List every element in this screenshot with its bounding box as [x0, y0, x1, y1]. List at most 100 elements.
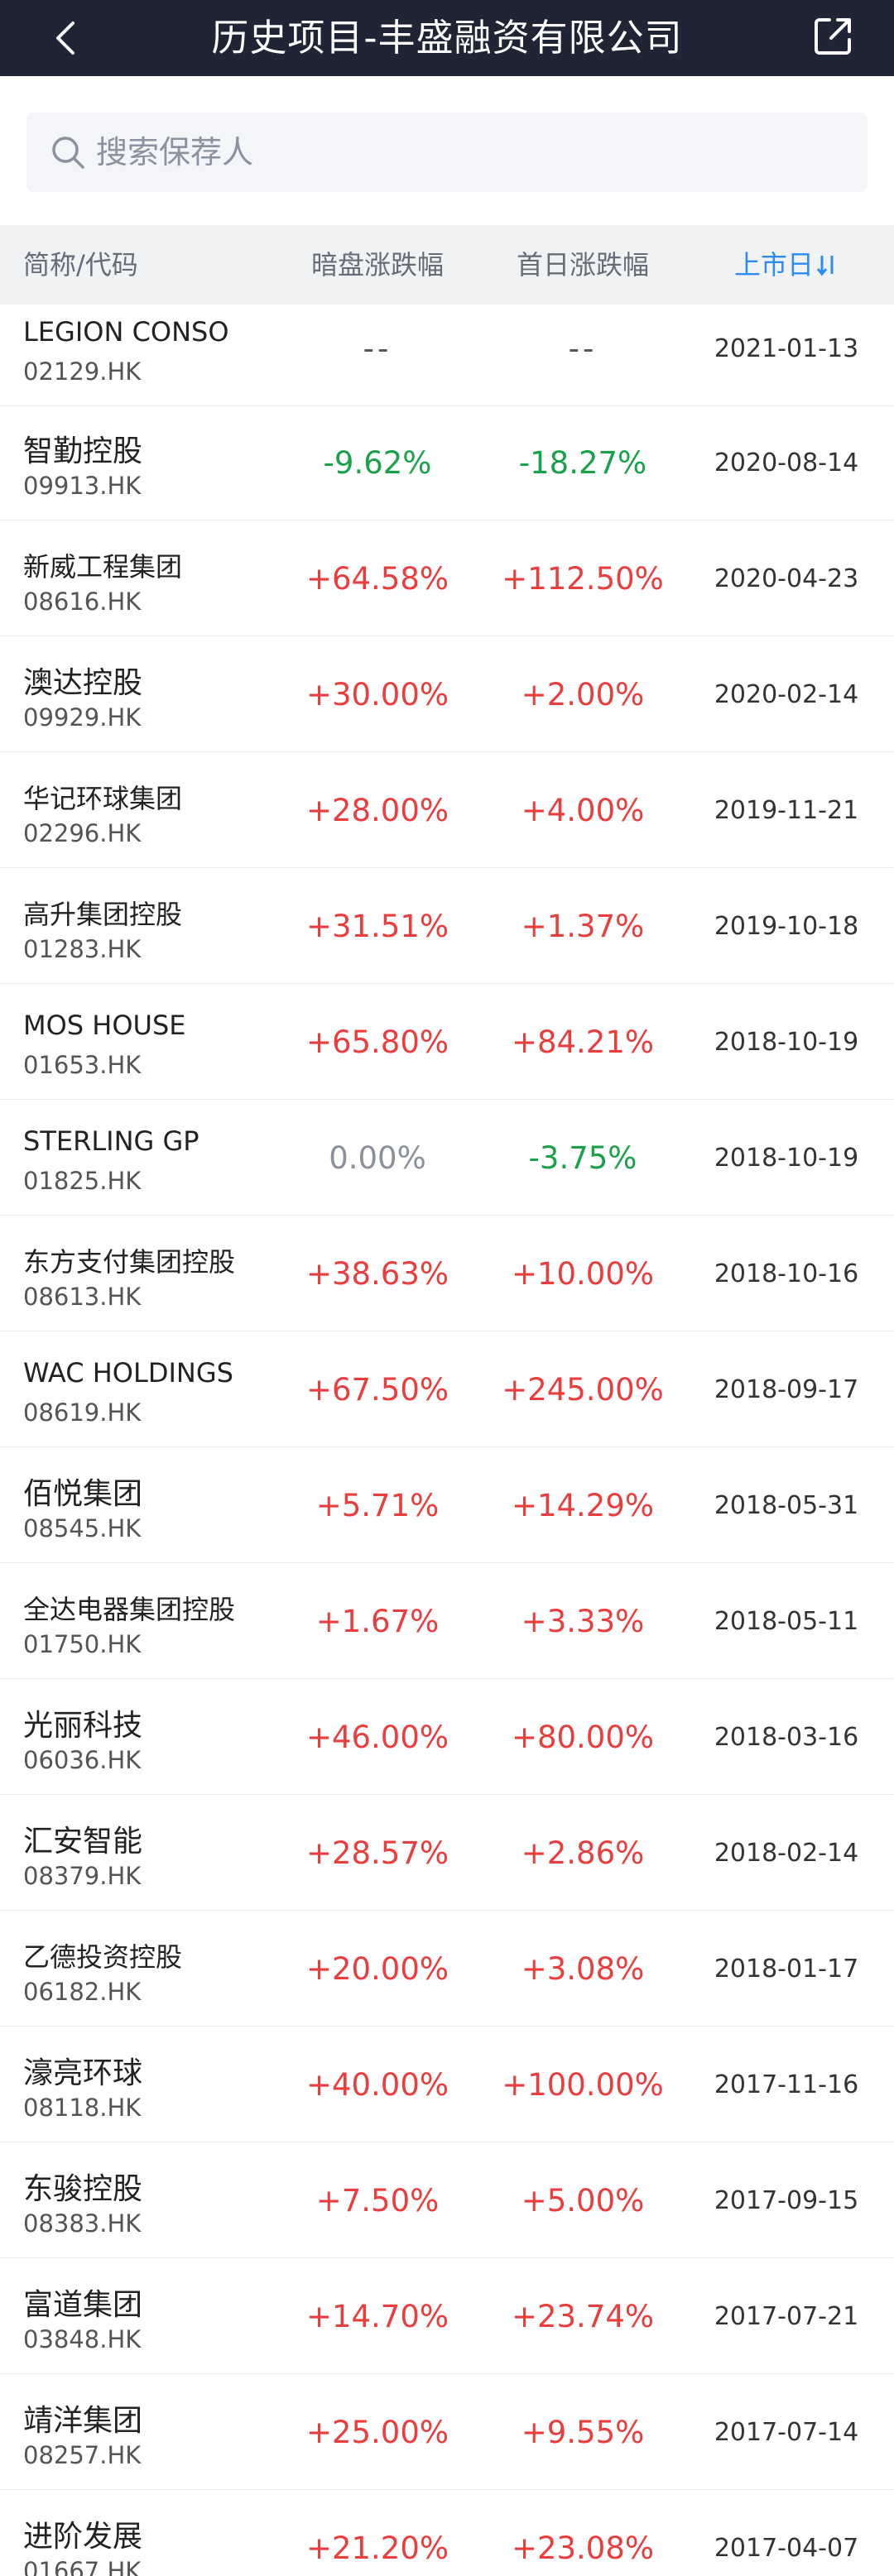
first-day-change: +84.21% — [511, 1024, 655, 1060]
table-row[interactable]: 全达电器集团控股 01750.HK +1.67% +3.33% 2018-05-11 — [0, 1564, 894, 1679]
grey-market-change: +64.58% — [305, 561, 449, 597]
table-row[interactable]: STERLING GP 01825.HK 0.00% -3.75% 2018-10-19 — [0, 1101, 894, 1216]
column-header-name: 简称/代码 — [23, 249, 138, 281]
first-day-change: +112.50% — [502, 561, 664, 597]
stock-code: 01667.HK — [23, 2557, 142, 2576]
grey-market-change: +65.80% — [305, 1024, 449, 1060]
stock-code: 02129.HK — [23, 357, 142, 386]
stock-code: 01825.HK — [23, 1167, 142, 1195]
stock-code: 03848.HK — [23, 2325, 142, 2353]
listing-date: 2018-03-16 — [714, 1723, 859, 1752]
stock-code: 08619.HK — [23, 1398, 142, 1427]
first-day-change: +14.29% — [511, 1488, 655, 1523]
stock-name: 乙德投资控股 — [23, 1941, 183, 1973]
stock-name: 光丽科技 — [23, 1709, 143, 1743]
grey-market-change: +30.00% — [305, 677, 449, 712]
stock-name: MOS HOUSE — [23, 1010, 186, 1041]
grey-market-change: +1.67% — [315, 1604, 440, 1639]
stock-name: 智勤控股 — [23, 434, 143, 468]
first-day-change: +10.00% — [511, 1256, 655, 1292]
table-row[interactable]: 智勤控股 09913.HK -9.62% -18.27% 2020-08-14 — [0, 405, 894, 520]
table-row[interactable]: 富道集团 03848.HK +14.70% +23.74% 2017-07-21 — [0, 2259, 894, 2374]
grey-market-change: +38.63% — [305, 1256, 449, 1292]
stock-name: 高升集团控股 — [23, 899, 183, 930]
column-header-grey-market[interactable]: 暗盘涨跌幅 — [310, 249, 444, 281]
grey-market-change: +67.50% — [305, 1372, 449, 1408]
table-row[interactable]: 汇安智能 08379.HK +28.57% +2.86% 2018-02-14 — [0, 1796, 894, 1911]
table-row[interactable]: 佰悦集团 08545.HK +5.71% +14.29% 2018-05-31 — [0, 1448, 894, 1563]
grey-market-change: +25.00% — [305, 2415, 449, 2450]
stock-name: LEGION CONSO — [23, 316, 229, 348]
stock-code: 06182.HK — [23, 1978, 142, 2006]
first-day-change: +3.33% — [521, 1604, 645, 1639]
column-header-first-day[interactable]: 首日涨跌幅 — [516, 249, 649, 281]
stock-code: 09929.HK — [23, 703, 142, 732]
search-icon — [52, 137, 84, 169]
chevron-left-icon[interactable] — [46, 17, 89, 60]
listing-date: 2018-10-19 — [714, 1028, 859, 1057]
table-row[interactable]: 东骏控股 08383.HK +7.50% +5.00% 2017-09-15 — [0, 2143, 894, 2258]
grey-market-change: +31.51% — [305, 909, 449, 944]
stock-code: 08383.HK — [23, 2209, 142, 2238]
grey-market-change: -9.62% — [323, 445, 432, 481]
stock-name: WAC HOLDINGS — [23, 1357, 233, 1389]
stock-code: 01750.HK — [23, 1630, 142, 1658]
first-day-change: -18.27% — [518, 445, 647, 481]
table-row[interactable]: 濠亮环球 08118.HK +40.00% +100.00% 2017-11-16 — [0, 2027, 894, 2142]
search-area — [0, 76, 894, 225]
table-row[interactable]: 进阶发展 01667.HK +21.20% +23.08% 2017-04-07 — [0, 2491, 894, 2576]
grey-market-change: +20.00% — [305, 1951, 449, 1987]
table-row[interactable]: 高升集团控股 01283.HK +31.51% +1.37% 2019-10-18 — [0, 869, 894, 984]
first-day-change: +1.37% — [521, 909, 645, 944]
first-day-change: +4.00% — [521, 793, 645, 828]
table-row[interactable]: 新威工程集团 08616.HK +64.58% +112.50% 2020-04-23 — [0, 521, 894, 636]
listing-date: 2018-01-17 — [714, 1955, 859, 1984]
first-day-change: +3.08% — [521, 1951, 645, 1987]
stock-name: 全达电器集团控股 — [23, 1594, 236, 1625]
table-row[interactable]: 华记环球集团 02296.HK +28.00% +4.00% 2019-11-21 — [0, 753, 894, 868]
grey-market-change: -- — [363, 331, 392, 367]
search-box[interactable] — [26, 113, 868, 192]
search-input[interactable] — [96, 113, 841, 192]
grey-market-change: +21.20% — [305, 2530, 449, 2566]
stock-code: 01653.HK — [23, 1051, 142, 1079]
table-row[interactable]: 乙德投资控股 06182.HK +20.00% +3.08% 2018-01-17 — [0, 1912, 894, 2027]
table-row[interactable]: 东方支付集团控股 08613.HK +38.63% +10.00% 2018-10-16 — [0, 1216, 894, 1331]
listing-date: 2018-05-31 — [714, 1491, 859, 1520]
table-row[interactable]: 靖洋集团 08257.HK +25.00% +9.55% 2017-07-14 — [0, 2375, 894, 2490]
first-day-change: -- — [568, 331, 598, 367]
stock-name: 佰悦集团 — [23, 1477, 143, 1511]
first-day-change: +9.55% — [521, 2415, 645, 2450]
first-day-change: +23.08% — [511, 2530, 655, 2566]
table-row[interactable]: 澳达控股 09929.HK +30.00% +2.00% 2020-02-14 — [0, 637, 894, 752]
table-row[interactable]: MOS HOUSE 01653.HK +65.80% +84.21% 2018-10-1… — [0, 985, 894, 1100]
listing-date: 2018-10-19 — [714, 1144, 859, 1173]
listing-date: 2018-05-11 — [714, 1607, 859, 1636]
table-header: 简称/代码 暗盘涨跌幅 首日涨跌幅 上市日 — [0, 225, 894, 305]
listing-date: 2020-04-23 — [714, 564, 859, 593]
top-bar: 历史项目-丰盛融资有限公司 — [0, 0, 894, 76]
listing-date: 2018-02-14 — [714, 1839, 859, 1868]
stock-name: 富道集团 — [23, 2288, 143, 2322]
stock-code: 09913.HK — [23, 472, 142, 500]
stock-code: 08545.HK — [23, 1514, 142, 1542]
stock-code: 02296.HK — [23, 819, 142, 847]
first-day-change: +2.86% — [521, 1835, 645, 1871]
first-day-change: +23.74% — [511, 2299, 655, 2334]
stock-code: 06036.HK — [23, 1746, 142, 1774]
share-icon[interactable] — [808, 12, 858, 61]
table-row[interactable]: 光丽科技 06036.HK +46.00% +80.00% 2018-03-16 — [0, 1680, 894, 1795]
stock-code: 08613.HK — [23, 1283, 142, 1311]
stock-code: 08257.HK — [23, 2441, 142, 2469]
listing-date: 2021-01-13 — [714, 334, 859, 363]
listing-date: 2019-10-18 — [714, 912, 859, 941]
stock-name: 澳达控股 — [23, 666, 143, 700]
table-row[interactable]: WAC HOLDINGS 08619.HK +67.50% +245.00% 2018-… — [0, 1332, 894, 1447]
table-row[interactable]: LEGION CONSO 02129.HK -- -- 2021-01-13 — [0, 291, 894, 406]
listing-date: 2018-10-16 — [714, 1259, 859, 1288]
page-title: 历史项目-丰盛融资有限公司 — [211, 16, 683, 60]
first-day-change: +5.00% — [521, 2183, 645, 2219]
column-header-listing-date[interactable]: 上市日 — [687, 225, 886, 305]
grey-market-change: +40.00% — [305, 2067, 449, 2103]
grey-market-change: 0.00% — [329, 1140, 426, 1176]
